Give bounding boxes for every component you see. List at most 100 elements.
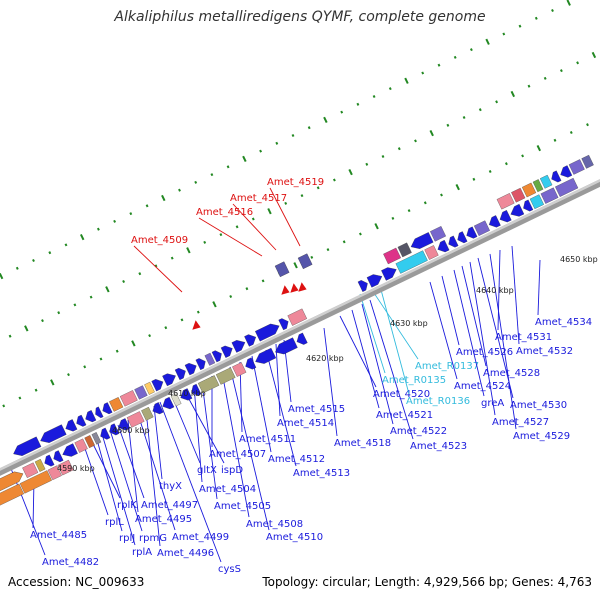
- gene-arrow[interactable]: [255, 321, 281, 342]
- gene-arrow[interactable]: [253, 347, 277, 367]
- gene-label[interactable]: gltX: [197, 465, 217, 476]
- gene-arrow[interactable]: [38, 424, 67, 446]
- gene-arrow[interactable]: [211, 349, 224, 363]
- gene-arrow[interactable]: [381, 264, 398, 281]
- gene-label[interactable]: rpmG: [139, 533, 167, 544]
- gene-label[interactable]: rplA: [132, 547, 152, 558]
- gene-block[interactable]: [34, 458, 46, 472]
- gene-block[interactable]: [19, 470, 52, 494]
- gene-arrow[interactable]: [295, 332, 308, 347]
- gene-label[interactable]: Amet_4518: [334, 438, 391, 449]
- gene-label[interactable]: Amet_4505: [214, 501, 271, 512]
- gene-arrow[interactable]: [174, 366, 188, 381]
- gene-arrow[interactable]: [151, 377, 166, 392]
- gene-label[interactable]: Amet_4534: [535, 317, 592, 328]
- gene-block[interactable]: [529, 194, 544, 210]
- gene-arrow[interactable]: [116, 418, 131, 432]
- gene-arrow[interactable]: [464, 226, 478, 241]
- gene-block[interactable]: [430, 226, 447, 242]
- gene-block[interactable]: [521, 182, 537, 198]
- gene-label[interactable]: Amet_R0136: [406, 396, 470, 407]
- gene-arrow[interactable]: [189, 383, 202, 397]
- gene-block[interactable]: [57, 459, 74, 476]
- gene-label[interactable]: Amet_4531: [495, 332, 552, 343]
- gene-arrow[interactable]: [549, 170, 562, 184]
- gene-label[interactable]: Amet_4519: [267, 177, 324, 188]
- gene-label[interactable]: Amet_4496: [157, 548, 214, 559]
- gene-arrow[interactable]: [51, 450, 64, 464]
- gene-block[interactable]: [144, 381, 155, 395]
- gene-block[interactable]: [22, 462, 39, 478]
- gene-label[interactable]: rplJ: [119, 533, 135, 544]
- gene-label[interactable]: Amet_4532: [516, 346, 573, 357]
- gene-block[interactable]: [511, 187, 526, 203]
- gene-arrow[interactable]: [278, 317, 291, 331]
- gene-label[interactable]: Amet_4520: [373, 389, 430, 400]
- pseudo-gene-arrow[interactable]: [192, 320, 202, 332]
- gene-arrow[interactable]: [498, 210, 512, 224]
- gene-label[interactable]: Amet_4530: [510, 400, 567, 411]
- gene-label[interactable]: Amet_4524: [454, 381, 511, 392]
- pseudo-gene-arrow[interactable]: [298, 282, 308, 294]
- gene-arrow[interactable]: [455, 231, 468, 244]
- gene-label[interactable]: ispD: [221, 465, 243, 476]
- gene-label[interactable]: rplK: [117, 500, 137, 511]
- gene-block[interactable]: [532, 179, 544, 193]
- gene-block[interactable]: [215, 367, 236, 385]
- gene-label[interactable]: Amet_4522: [390, 426, 447, 437]
- gene-label[interactable]: Amet_4528: [483, 368, 540, 379]
- gene-label[interactable]: Amet_4510: [266, 532, 323, 543]
- gene-block[interactable]: [287, 308, 308, 326]
- gene-label[interactable]: Amet_4499: [172, 532, 229, 543]
- gene-arrow[interactable]: [508, 203, 525, 219]
- gene-arrow[interactable]: [244, 332, 258, 347]
- gene-arrow[interactable]: [366, 271, 384, 288]
- gene-arrow[interactable]: [195, 356, 208, 371]
- gene-arrow[interactable]: [446, 235, 459, 249]
- gene-arrow[interactable]: [178, 388, 193, 402]
- gene-block[interactable]: [197, 375, 220, 394]
- gene-label[interactable]: Amet_4512: [268, 454, 325, 465]
- gene-block[interactable]: [274, 261, 290, 278]
- gene-block[interactable]: [47, 465, 62, 481]
- gene-block[interactable]: [473, 220, 490, 236]
- gene-arrow[interactable]: [98, 427, 111, 441]
- pseudo-gene-arrow[interactable]: [281, 285, 291, 297]
- gene-label[interactable]: Amet_4529: [513, 431, 570, 442]
- gene-arrow[interactable]: [42, 454, 55, 468]
- gene-label[interactable]: Amet_4516: [196, 207, 253, 218]
- gene-block[interactable]: [170, 393, 182, 407]
- gene-block[interactable]: [119, 390, 138, 407]
- gene-arrow[interactable]: [93, 406, 104, 420]
- gene-arrow[interactable]: [435, 239, 450, 254]
- gene-arrow[interactable]: [243, 357, 257, 372]
- gene-arrow[interactable]: [162, 371, 178, 387]
- gene-arrow[interactable]: [558, 165, 573, 180]
- pseudo-gene-arrow[interactable]: [290, 283, 300, 295]
- gene-arrow[interactable]: [409, 232, 434, 251]
- gene-block[interactable]: [539, 174, 553, 189]
- gene-label[interactable]: rplL: [105, 517, 124, 528]
- gene-label[interactable]: Amet_4517: [230, 193, 287, 204]
- gene-block[interactable]: [297, 253, 313, 270]
- gene-arrow[interactable]: [11, 436, 42, 459]
- gene-arrow[interactable]: [74, 414, 87, 428]
- gene-block[interactable]: [581, 154, 594, 169]
- gene-arrow[interactable]: [357, 278, 370, 292]
- gene-block[interactable]: [540, 187, 559, 204]
- gene-block[interactable]: [0, 483, 25, 508]
- gene-label[interactable]: Amet_4521: [376, 410, 433, 421]
- gene-arrow[interactable]: [273, 337, 298, 357]
- gene-block[interactable]: [84, 435, 95, 449]
- gene-arrow[interactable]: [487, 215, 501, 229]
- gene-arrow[interactable]: [107, 423, 120, 437]
- gene-label[interactable]: Amet_4504: [199, 484, 256, 495]
- gene-block[interactable]: [141, 406, 154, 421]
- gene-label[interactable]: Amet_4513: [293, 468, 350, 479]
- gene-arrow[interactable]: [220, 343, 235, 358]
- gene-label[interactable]: cysS: [218, 564, 241, 575]
- gene-arrow[interactable]: [231, 337, 248, 353]
- gene-label[interactable]: Amet_R0135: [382, 375, 446, 386]
- gene-label[interactable]: Amet_4527: [492, 417, 549, 428]
